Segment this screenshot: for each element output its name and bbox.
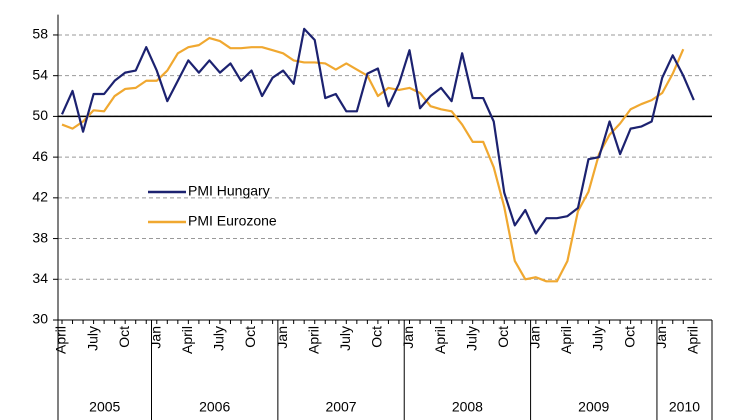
x-tick-label: Oct — [621, 326, 637, 348]
x-tick-label: Jan — [653, 326, 669, 349]
y-tick-label: 34 — [32, 270, 48, 286]
year-label: 2005 — [89, 399, 120, 415]
year-label: 2007 — [325, 399, 356, 415]
y-tick-label: 46 — [32, 148, 48, 164]
x-tick-label: July — [463, 326, 479, 351]
x-tick-label: July — [590, 326, 606, 351]
x-tick-label: Oct — [116, 326, 132, 348]
y-tick-label: 42 — [32, 189, 48, 205]
x-tick-label: Jan — [147, 326, 163, 349]
x-tick-label: April — [685, 326, 701, 354]
x-tick-label: Oct — [242, 326, 258, 348]
year-label: 2008 — [452, 399, 483, 415]
x-tick-label: July — [337, 326, 353, 351]
legend-label: PMI Hungary — [188, 183, 270, 199]
year-label: 2010 — [669, 399, 700, 415]
year-label: 2009 — [578, 399, 609, 415]
x-tick-label: Oct — [369, 326, 385, 348]
x-tick-label: July — [211, 326, 227, 351]
x-tick-label: July — [84, 326, 100, 351]
x-tick-label: April — [53, 326, 69, 354]
y-tick-label: 54 — [32, 66, 48, 82]
y-tick-label: 38 — [32, 229, 48, 245]
series-line — [61, 36, 685, 283]
y-tick-label: 30 — [32, 311, 48, 327]
year-label: 2006 — [199, 399, 230, 415]
x-tick-label: Jan — [274, 326, 290, 349]
x-tick-label: April — [305, 326, 321, 354]
series-line — [60, 27, 695, 235]
legend-label: PMI Eurozone — [188, 213, 277, 229]
x-tick-label: Jan — [400, 326, 416, 349]
x-tick-label: April — [179, 326, 195, 354]
y-tick-label: 58 — [32, 26, 48, 42]
x-tick-label: Oct — [495, 326, 511, 348]
x-tick-label: April — [432, 326, 448, 354]
x-tick-label: Jan — [527, 326, 543, 349]
x-tick-label: April — [558, 326, 574, 354]
y-tick-label: 50 — [32, 107, 48, 123]
